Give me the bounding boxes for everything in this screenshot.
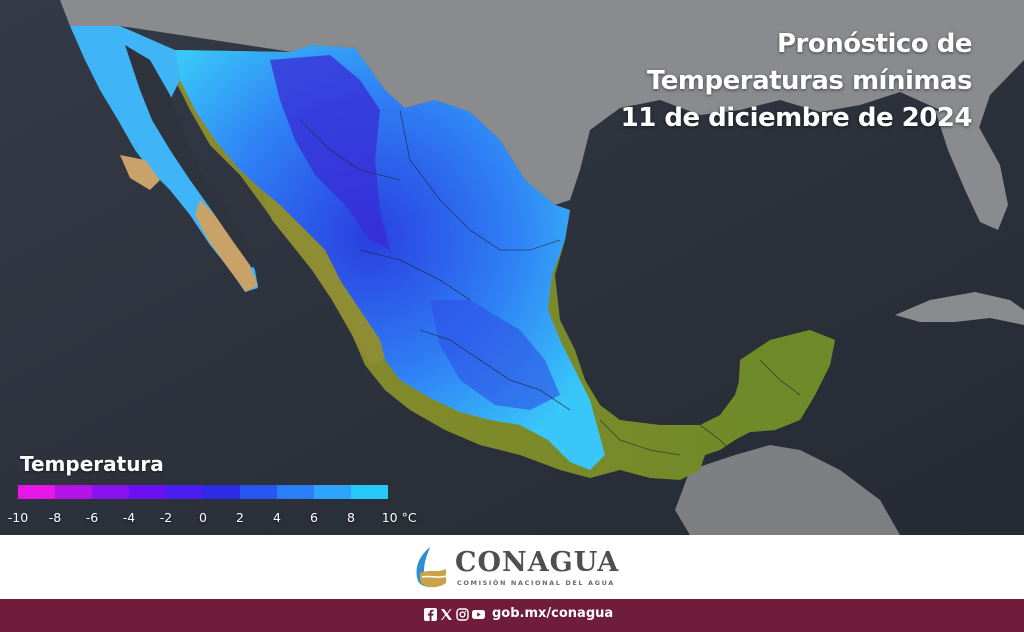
facebook-icon[interactable] xyxy=(424,608,437,621)
baja-warm-south xyxy=(195,200,258,292)
central-america xyxy=(675,445,900,535)
cold-core xyxy=(270,55,390,250)
legend-swatch xyxy=(92,485,129,499)
title-line-1: Pronóstico de xyxy=(777,29,973,59)
legend-swatch xyxy=(240,485,277,499)
legend-swatch xyxy=(55,485,92,499)
legend-tick-label: 2 xyxy=(236,510,244,525)
footer-band: gob.mx/conagua xyxy=(0,599,1024,632)
logo-name: CONAGUA xyxy=(455,547,620,578)
legend-tick-label: 4 xyxy=(273,510,281,525)
map-title: Pronóstico de Temperaturas mínimas 11 de… xyxy=(552,26,973,137)
gulf-of-california xyxy=(125,45,258,268)
legend-color-bar xyxy=(18,485,388,499)
yucatan xyxy=(735,330,835,432)
legend-tick-label: 0 xyxy=(199,510,207,525)
legend-tick-label: 10 °C xyxy=(381,510,417,525)
legend-swatch xyxy=(166,485,203,499)
legend-tick-label: -8 xyxy=(48,510,62,525)
cuba xyxy=(895,292,1024,325)
legend-swatch xyxy=(277,485,314,499)
legend-tick-label: -6 xyxy=(85,510,99,525)
conagua-logo-icon xyxy=(416,547,447,588)
temperature-map: Pronóstico de Temperaturas mínimas 11 de… xyxy=(0,0,1024,535)
legend-title: Temperatura xyxy=(20,452,164,476)
x-icon[interactable] xyxy=(440,608,453,621)
title-line-3: 11 de diciembre de 2024 xyxy=(620,103,973,133)
legend-swatch xyxy=(203,485,240,499)
usa-landmass xyxy=(60,0,1024,205)
legend-tick-label: -10 xyxy=(7,510,29,525)
legend-tick-labels: -10 -8 -6 -4 -2 0 2 4 6 8 10 °C xyxy=(7,510,430,528)
social-icons xyxy=(424,608,485,621)
legend-swatch xyxy=(18,485,55,499)
legend-tick-label: 6 xyxy=(310,510,318,525)
logo-area: CONAGUA COMISIÓN NACIONAL DEL AGUA xyxy=(0,535,1024,599)
legend-tick-label: 8 xyxy=(347,510,355,525)
cold-core-south xyxy=(430,300,560,410)
map-canvas xyxy=(0,0,1024,535)
instagram-icon[interactable] xyxy=(456,608,469,621)
florida xyxy=(935,110,1008,230)
baja-warm-coast xyxy=(120,155,160,190)
youtube-icon[interactable] xyxy=(472,608,485,621)
legend-tick-label: -4 xyxy=(122,510,136,525)
legend-swatch xyxy=(351,485,388,499)
state-borders xyxy=(299,109,801,456)
legend-swatch xyxy=(314,485,351,499)
website-link[interactable]: gob.mx/conagua xyxy=(492,606,614,621)
logo-subtitle: COMISIÓN NACIONAL DEL AGUA xyxy=(457,579,615,587)
title-line-2: Temperaturas mínimas xyxy=(647,66,973,96)
pacific-coast-warm xyxy=(262,190,385,365)
legend-tick-label: -2 xyxy=(159,510,173,525)
legend-swatch xyxy=(129,485,166,499)
